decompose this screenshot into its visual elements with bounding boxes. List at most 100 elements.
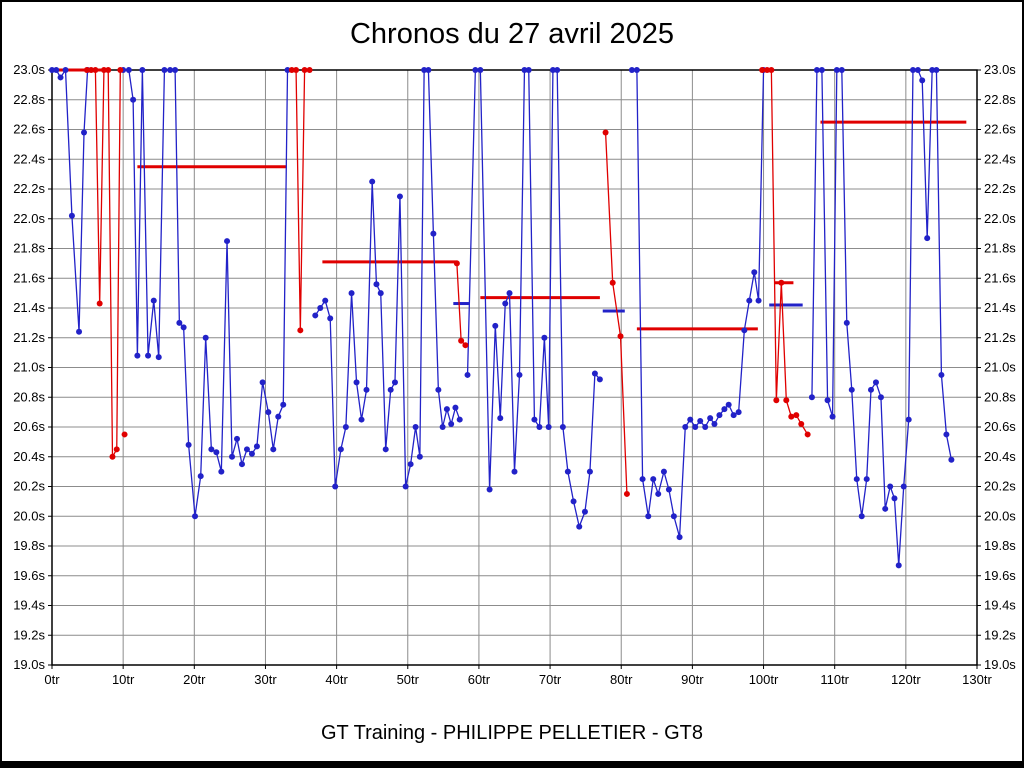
blue-driver-laps-point [639,476,646,483]
y-axis-label-right: 21.4s [984,300,1016,315]
blue-driver-laps-point [682,424,689,430]
y-axis-label-right: 19.2s [984,627,1016,642]
blue-driver-laps-point [430,230,437,237]
blue-driver-laps-point [57,74,64,81]
y-axis-label-right: 23.0s [984,62,1016,77]
blue-driver-laps-point [130,96,137,103]
y-axis-label-right: 20.0s [984,508,1016,523]
red-driver-laps-point [764,67,771,73]
blue-driver-laps-point [363,386,370,393]
blue-driver-laps-point [155,354,162,361]
blue-driver-laps-point [895,562,902,569]
red-driver-laps-point [88,67,95,73]
blue-driver-laps-point [929,67,936,73]
blue-driver-laps-point [707,415,714,422]
red-driver-laps-point [602,129,609,136]
red-driver-laps-point [609,279,616,286]
blue-driver-laps-point [858,513,865,520]
red-driver-laps-point [783,397,790,404]
blue-driver-laps-point [891,495,898,502]
blue-driver-laps-point [843,319,850,326]
blue-driver-laps-point [317,305,324,311]
y-axis-label-right: 22.6s [984,122,1016,137]
blue-driver-laps-point [655,490,662,497]
blue-driver-laps-point [645,513,652,520]
red-driver-laps-point [617,333,624,340]
y-axis-label-right: 22.0s [984,211,1016,226]
blue-driver-laps-point [353,379,360,386]
x-axis-label: 0tr [44,672,60,687]
blue-driver-laps-point [586,468,593,475]
blue-driver-laps-point [521,67,528,73]
blue-driver-laps-point [692,424,699,430]
red-driver-laps-point [109,453,116,460]
blue-driver-laps-point [813,67,820,73]
blue-driver-laps-point [887,483,894,490]
blue-driver-laps-point [721,406,728,413]
blue-driver-laps-point [818,67,825,73]
blue-driver-laps-point [208,446,215,453]
x-axis-label: 70tr [539,672,562,687]
blue-driver-laps-point [68,212,75,219]
red-driver-laps-point [793,412,800,419]
blue-driver-laps-point [218,468,225,475]
blue-driver-laps-point [167,67,174,73]
blue-driver-laps-point [275,413,282,420]
blue-driver-laps-point [741,327,748,334]
blue-driver-laps-point [284,67,291,73]
blue-driver-laps-point [867,386,874,393]
blue-driver-laps-point [506,290,513,297]
window-bottom-edge [2,761,1022,766]
y-axis-label-left: 19.0s [13,657,45,672]
blue-driver-laps-point [477,67,484,73]
y-axis-label-right: 22.4s [984,151,1016,166]
chart-title: Chronos du 27 avril 2025 [349,18,675,50]
red-driver-laps-point [458,337,465,344]
blue-driver-laps-point [938,371,945,378]
blue-driver-laps-point [536,424,543,430]
blue-driver-laps-point [531,416,538,423]
blue-driver-laps-point [554,67,561,73]
blue-driver-laps-point [62,67,69,73]
blue-driver-laps-point [516,371,523,378]
blue-driver-laps-point [145,352,152,359]
blue-driver-laps-point [425,67,432,73]
blue-driver-laps-point [863,476,870,483]
y-axis-label-left: 21.8s [13,241,45,256]
y-axis-label-left: 19.8s [13,538,45,553]
blue-driver-laps-point [76,328,83,335]
red-driver-laps-point [306,67,313,73]
blue-driver-laps-point [53,67,60,73]
y-axis-label-right: 19.0s [984,657,1016,672]
red-driver-laps-point [623,490,630,497]
red-driver-laps-point [100,67,107,73]
chart-footer: GT Training - PHILIPPE PELLETIER - GT8 [321,722,703,744]
blue-driver-laps-point [391,379,398,386]
x-axis-label: 120tr [891,672,921,687]
blue-driver-laps-point [497,415,504,422]
blue-driver-laps-point [711,421,718,428]
y-axis-label-right: 21.8s [984,241,1016,256]
blue-driver-laps-point [687,416,694,423]
red-driver-laps-point [804,431,811,438]
blue-driver-laps-point [342,424,349,430]
y-axis-label-left: 22.6s [13,122,45,137]
x-axis-label: 60tr [468,672,491,687]
y-axis-label-left: 22.4s [13,151,45,166]
blue-driver-laps-point [185,441,192,448]
blue-driver-laps-point [660,468,667,475]
blue-driver-laps-point [387,386,394,393]
blue-driver-laps-point [829,413,836,420]
blue-driver-laps-point [725,401,732,408]
blue-driver-laps-point [576,523,583,530]
y-axis-label-right: 20.2s [984,479,1016,494]
blue-driver-laps-point [322,297,329,304]
blue-driver-laps-point [229,453,236,460]
red-driver-laps-point [92,67,99,73]
blue-driver-laps-point [570,498,577,505]
blue-driver-laps-point [176,319,183,326]
blue-driver-laps-point [943,431,950,438]
y-axis-label-right: 19.4s [984,598,1016,613]
x-axis-label: 100tr [749,672,779,687]
blue-driver-laps-point [407,461,414,468]
